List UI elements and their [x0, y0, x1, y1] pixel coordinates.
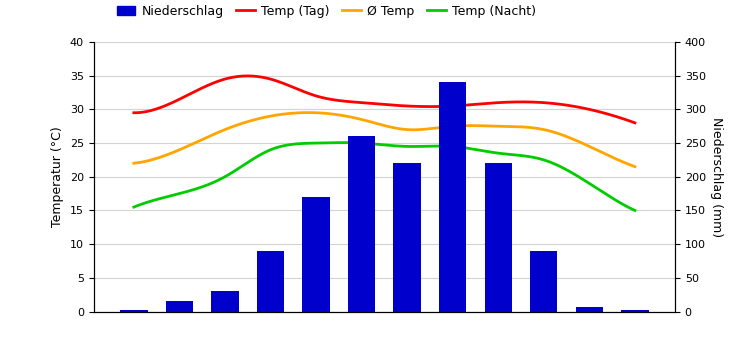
Bar — [211, 291, 238, 312]
Legend: Niederschlag, Temp (Tag), Ø Temp, Temp (Nacht): Niederschlag, Temp (Tag), Ø Temp, Temp (… — [112, 0, 541, 23]
Bar — [120, 310, 148, 312]
Bar — [394, 163, 421, 312]
Bar — [256, 251, 284, 312]
Bar — [530, 251, 557, 312]
Bar — [439, 83, 466, 312]
Bar — [302, 197, 330, 312]
Y-axis label: Temperatur (°C): Temperatur (°C) — [51, 126, 64, 227]
Bar — [348, 136, 375, 312]
Bar — [576, 307, 603, 312]
Y-axis label: Niederschlag (mm): Niederschlag (mm) — [710, 117, 722, 237]
Bar — [621, 310, 649, 312]
Bar — [484, 163, 512, 312]
Bar — [166, 301, 193, 312]
